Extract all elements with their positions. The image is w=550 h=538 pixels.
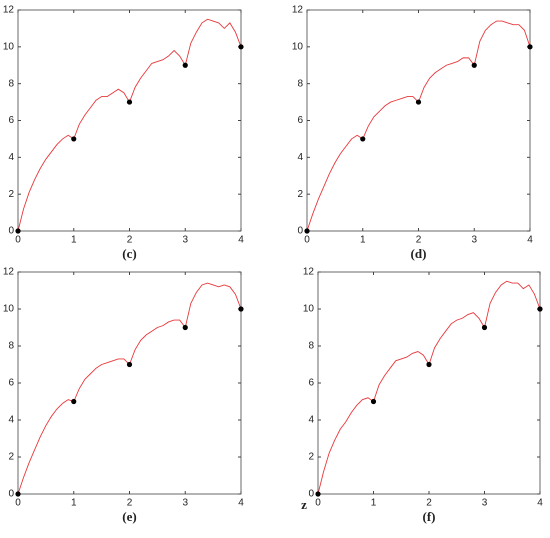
y-tick-label: 6: [8, 115, 14, 126]
interpolation-point: [304, 228, 310, 234]
y-tick-label: 8: [8, 78, 14, 89]
x-tick-label: 3: [482, 498, 488, 509]
y-tick-label: 8: [8, 341, 14, 352]
y-tick-label: 10: [303, 304, 315, 315]
x-tick-label: 0: [304, 235, 310, 246]
x-tick-label: 2: [426, 498, 432, 509]
data-line: [306, 20, 531, 232]
x-tick-label: 4: [238, 235, 244, 246]
interpolation-point: [15, 491, 21, 497]
y-tick-label: 10: [292, 41, 304, 52]
y-tick-label: 2: [8, 452, 14, 463]
x-tick-label: 0: [15, 498, 21, 509]
plot-frame: [317, 271, 541, 495]
interpolation-point: [481, 324, 488, 331]
x-tick-label: 1: [371, 498, 377, 509]
y-tick-label: 4: [308, 415, 314, 426]
interpolation-point: [426, 361, 432, 368]
y-tick-label: 12: [303, 267, 315, 278]
interpolation-point: [71, 398, 77, 405]
y-tick-label: 6: [8, 378, 14, 389]
plot-frame: [306, 9, 531, 232]
x-tick-label: 3: [471, 235, 477, 246]
plot-frame: [17, 271, 242, 495]
y-tick-label: 2: [297, 189, 303, 200]
interpolation-point: [15, 228, 21, 234]
interpolation-point: [315, 491, 321, 497]
y-tick-label: 8: [297, 78, 303, 89]
y-tick-label: 4: [297, 152, 303, 163]
x-tick-label: 0: [15, 235, 21, 246]
x-tick-label: 2: [127, 235, 133, 246]
x-tick-label: 4: [238, 498, 244, 509]
y-tick-label: 0: [308, 489, 314, 500]
y-tick-label: 4: [8, 415, 14, 426]
x-tick-label: 1: [71, 235, 77, 246]
interpolation-point: [537, 306, 543, 312]
x-tick-label: 2: [416, 235, 422, 246]
x-tick-label: 1: [71, 498, 77, 509]
y-tick-label: 12: [3, 267, 15, 278]
interpolation-point: [415, 99, 422, 105]
x-tick-label: 4: [537, 498, 543, 509]
interpolation-point: [471, 62, 477, 68]
x-tick-label: 1: [360, 235, 366, 246]
plot-frame: [17, 9, 242, 232]
y-tick-label: 0: [297, 226, 303, 237]
data-line: [17, 18, 242, 232]
interpolation-point: [126, 99, 133, 105]
interpolation-point: [71, 136, 77, 142]
interpolation-point: [126, 361, 133, 368]
panel-caption: (f): [423, 509, 436, 524]
interpolation-point: [238, 306, 244, 312]
panel-caption: (c): [122, 246, 136, 261]
interpolation-point: [360, 136, 366, 142]
y-tick-label: 10: [3, 304, 15, 315]
y-tick-label: 0: [8, 226, 14, 237]
interpolation-point: [182, 324, 188, 331]
y-tick-label: 6: [297, 115, 303, 126]
y-tick-label: 4: [8, 152, 14, 163]
interpolation-point: [370, 398, 377, 405]
annotation: z: [301, 497, 307, 512]
y-tick-label: 12: [292, 5, 304, 16]
interpolation-point: [527, 44, 533, 50]
interpolation-point: [238, 44, 244, 50]
x-tick-label: 3: [182, 235, 188, 246]
data-line: [317, 280, 541, 495]
interpolation-point: [182, 62, 188, 68]
panel-caption: (e): [122, 509, 136, 524]
panel-caption: (d): [411, 246, 427, 261]
y-tick-label: 10: [3, 41, 15, 52]
x-tick-label: 3: [182, 498, 188, 509]
y-tick-label: 8: [308, 341, 314, 352]
data-line: [17, 282, 242, 495]
x-tick-label: 4: [527, 235, 533, 246]
x-tick-label: 0: [315, 498, 321, 509]
x-tick-label: 2: [127, 498, 133, 509]
y-tick-label: 0: [8, 489, 14, 500]
y-tick-label: 12: [3, 5, 15, 16]
y-tick-label: 2: [308, 452, 314, 463]
y-tick-label: 6: [308, 378, 314, 389]
y-tick-label: 2: [8, 189, 14, 200]
